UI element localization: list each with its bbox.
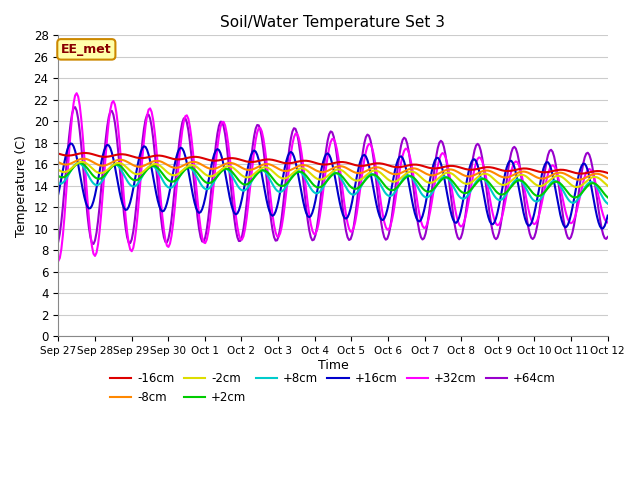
Title: Soil/Water Temperature Set 3: Soil/Water Temperature Set 3 <box>221 15 445 30</box>
Text: EE_met: EE_met <box>61 43 111 56</box>
Y-axis label: Temperature (C): Temperature (C) <box>15 135 28 237</box>
Legend: -16cm, -8cm, -2cm, +2cm, +8cm, +16cm, +32cm, +64cm: -16cm, -8cm, -2cm, +2cm, +8cm, +16cm, +3… <box>106 367 561 409</box>
X-axis label: Time: Time <box>317 359 348 372</box>
